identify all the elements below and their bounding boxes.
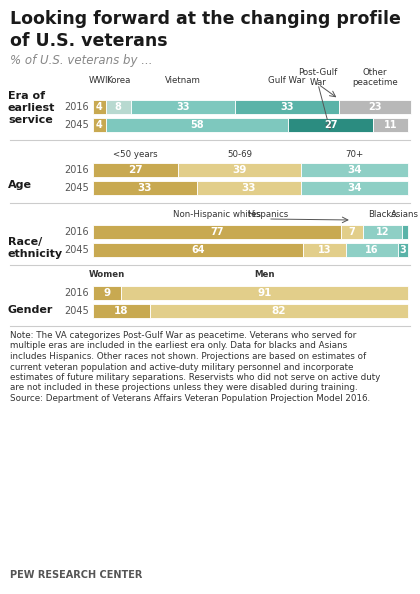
- Text: 82: 82: [272, 306, 286, 316]
- Bar: [93, 163, 178, 177]
- Bar: [121, 286, 408, 300]
- Text: Source: Department of Veterans Affairs Veteran Population Projection Model 2016.: Source: Department of Veterans Affairs V…: [10, 394, 370, 403]
- Bar: [93, 118, 105, 132]
- Bar: [93, 225, 341, 239]
- Text: 58: 58: [190, 120, 204, 130]
- Bar: [105, 118, 288, 132]
- Text: Era of
earliest
service: Era of earliest service: [8, 91, 55, 125]
- Text: 7: 7: [348, 227, 355, 237]
- Text: Asians: Asians: [391, 210, 419, 219]
- Bar: [93, 304, 150, 318]
- Bar: [301, 163, 408, 177]
- Text: Gender: Gender: [8, 305, 53, 315]
- Text: 33: 33: [176, 102, 189, 112]
- Text: 12: 12: [375, 227, 389, 237]
- Text: are not included in these projections unless they were disabled during training.: are not included in these projections un…: [10, 384, 357, 393]
- Bar: [398, 243, 408, 257]
- Text: 2016: 2016: [64, 102, 89, 112]
- Text: 2045: 2045: [64, 120, 89, 130]
- Bar: [197, 181, 301, 195]
- Text: multiple eras are included in the earliest era only. Data for blacks and Asians: multiple eras are included in the earlie…: [10, 342, 347, 350]
- Text: 18: 18: [114, 306, 129, 316]
- Bar: [288, 118, 373, 132]
- Text: 50-69: 50-69: [227, 150, 252, 159]
- Text: 2016: 2016: [64, 288, 89, 298]
- Text: 34: 34: [347, 165, 362, 175]
- Bar: [303, 243, 346, 257]
- Text: 23: 23: [368, 102, 382, 112]
- Text: 4: 4: [96, 120, 102, 130]
- Text: Race/
ethnicity: Race/ ethnicity: [8, 237, 63, 259]
- Bar: [235, 100, 339, 114]
- Text: Blacks: Blacks: [368, 210, 396, 219]
- Text: 2016: 2016: [64, 165, 89, 175]
- Text: 4: 4: [96, 102, 102, 112]
- Text: 8: 8: [115, 102, 122, 112]
- Text: 33: 33: [241, 183, 256, 193]
- Text: Age: Age: [8, 180, 32, 190]
- Text: Men: Men: [255, 270, 275, 279]
- Text: 39: 39: [232, 165, 247, 175]
- Bar: [93, 100, 105, 114]
- Text: 33: 33: [280, 102, 294, 112]
- Text: 34: 34: [347, 183, 362, 193]
- Bar: [301, 181, 408, 195]
- Text: includes Hispanics. Other races not shown. Projections are based on estimates of: includes Hispanics. Other races not show…: [10, 352, 366, 361]
- Text: % of U.S. veterans by ...: % of U.S. veterans by ...: [10, 54, 152, 67]
- Text: Non-Hispanic whites: Non-Hispanic whites: [173, 210, 261, 219]
- Text: 9: 9: [104, 288, 111, 298]
- Bar: [105, 100, 131, 114]
- Text: Note: The VA categorizes Post-Gulf War as peacetime. Veterans who served for: Note: The VA categorizes Post-Gulf War a…: [10, 331, 357, 340]
- Bar: [341, 225, 363, 239]
- Text: Korea: Korea: [106, 76, 130, 85]
- Text: 64: 64: [191, 245, 205, 255]
- Text: 91: 91: [257, 288, 272, 298]
- Text: 77: 77: [210, 227, 223, 237]
- Text: 3: 3: [400, 245, 407, 255]
- Text: Other
peacetime: Other peacetime: [352, 68, 398, 87]
- Text: Post-Gulf
War: Post-Gulf War: [298, 68, 338, 87]
- Text: estimates of future military separations. Reservists who did not serve on active: estimates of future military separations…: [10, 373, 380, 382]
- Text: 11: 11: [384, 120, 397, 130]
- Text: 27: 27: [324, 120, 338, 130]
- Bar: [93, 286, 121, 300]
- Bar: [346, 243, 398, 257]
- Text: 13: 13: [318, 245, 331, 255]
- Text: 27: 27: [128, 165, 143, 175]
- Bar: [131, 100, 235, 114]
- Text: Looking forward at the changing profile
of U.S. veterans: Looking forward at the changing profile …: [10, 10, 401, 49]
- Text: Women: Women: [89, 270, 125, 279]
- Text: 16: 16: [365, 245, 379, 255]
- Bar: [150, 304, 408, 318]
- Text: current veteran population and active-duty military personnel and incorporate: current veteran population and active-du…: [10, 362, 353, 371]
- Text: 2045: 2045: [64, 183, 89, 193]
- Text: 33: 33: [138, 183, 152, 193]
- Bar: [178, 163, 301, 177]
- Text: 2045: 2045: [64, 245, 89, 255]
- Bar: [363, 225, 402, 239]
- Bar: [402, 225, 408, 239]
- Bar: [93, 243, 303, 257]
- Bar: [93, 181, 197, 195]
- Text: 2045: 2045: [64, 306, 89, 316]
- Text: PEW RESEARCH CENTER: PEW RESEARCH CENTER: [10, 570, 142, 580]
- Bar: [373, 118, 408, 132]
- Text: WWII: WWII: [88, 76, 110, 85]
- Text: 2016: 2016: [64, 227, 89, 237]
- Text: Gulf War: Gulf War: [268, 76, 305, 85]
- Bar: [339, 100, 411, 114]
- Text: Hispanics: Hispanics: [247, 210, 289, 219]
- Text: <50 years: <50 years: [113, 150, 158, 159]
- Text: Vietnam: Vietnam: [165, 76, 201, 85]
- Text: 70+: 70+: [345, 150, 364, 159]
